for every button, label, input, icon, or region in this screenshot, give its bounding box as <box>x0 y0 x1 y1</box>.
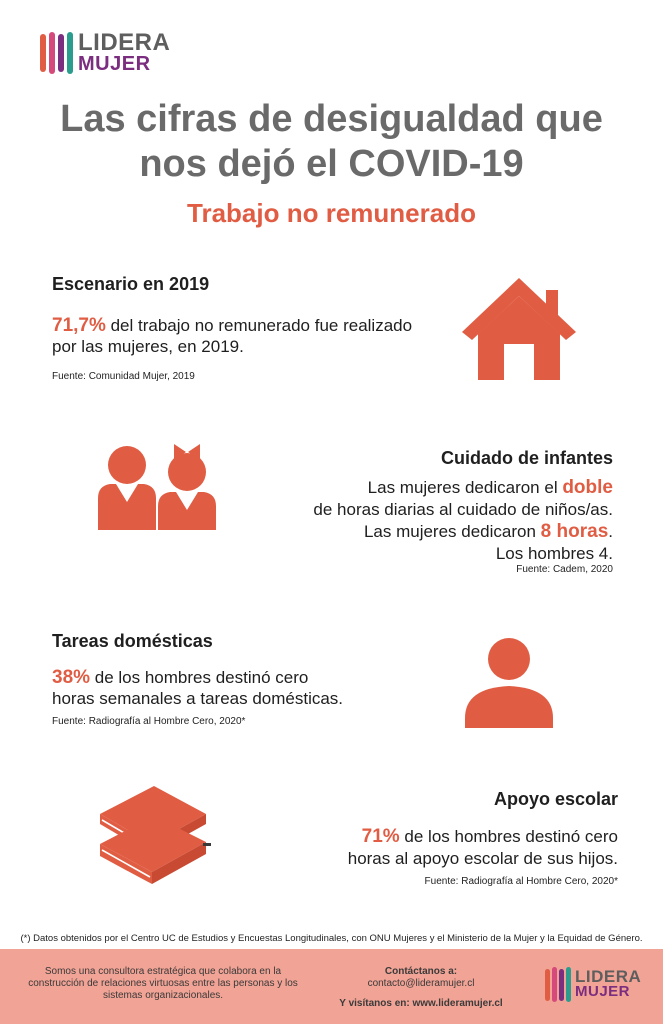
logo-line1: LIDERA <box>78 29 171 57</box>
escenario-source: Fuente: Comunidad Mujer, 2019 <box>52 371 195 382</box>
footer-contact-label: Contáctanos a: <box>384 966 458 977</box>
cuidado-highlight-horas: 8 horas <box>540 521 609 542</box>
house-icon <box>462 278 576 380</box>
brand-logo: LIDERA MUJER <box>40 29 171 75</box>
escenario-title: Escenario en 2019 <box>52 274 210 294</box>
tareas-text: 38% de los hombres destinó cero horas se… <box>52 667 432 709</box>
cuidado-line3-b: . <box>608 522 613 541</box>
person-icon <box>465 638 553 728</box>
cuidado-line2: de horas diarias al cuidado de niños/as. <box>313 500 613 519</box>
escenario-highlight: 71,7% <box>52 315 106 336</box>
cuidado-line4: Los hombres 4. <box>495 544 613 563</box>
cuidado-line1-a: Las mujeres dedicaron el <box>367 478 563 497</box>
tareas-highlight: 38% <box>52 667 91 688</box>
apoyo-text: 71% de los hombres destinó cero horas al… <box>218 826 618 870</box>
tareas-text-a: de los hombres destinó cero <box>90 668 309 687</box>
books-icon <box>100 786 211 884</box>
cuidado-line3-a: Las mujeres dedicaron <box>363 522 541 541</box>
apoyo-source: Fuente: Radiografía al Hombre Cero, 2020… <box>424 876 618 887</box>
apoyo-highlight: 71% <box>361 826 400 847</box>
footer-logo-line1: LIDERA <box>575 967 642 987</box>
escenario-text-a: del trabajo no remunerado fue realizado <box>105 316 413 335</box>
footer-contact-email[interactable]: contacto@lideramujer.cl <box>367 978 475 989</box>
footer-brand-logo: LIDERA MUJER <box>545 967 641 1002</box>
footer-visit-link[interactable]: Y visítanos en: www.lideramujer.cl <box>339 998 503 1009</box>
escenario-text-b: por las mujeres, en 2019. <box>52 337 244 356</box>
children-icon <box>98 444 216 530</box>
title-line1: Las cifras de desigualdad que <box>60 98 603 140</box>
page-title: Las cifras de desigualdad que nos dejó e… <box>0 97 663 187</box>
footer-about: Somos una consultora estratégica que col… <box>28 966 298 1001</box>
title-line2: nos dejó el COVID-19 <box>139 143 524 185</box>
cuidado-text: Las mujeres dedicaron el doble de horas … <box>213 477 613 565</box>
tareas-source: Fuente: Radiografía al Hombre Cero, 2020… <box>52 716 246 727</box>
page-subtitle: Trabajo no remunerado <box>187 198 476 228</box>
footer-logo-bars-icon <box>545 967 571 1002</box>
apoyo-title: Apoyo escolar <box>493 789 618 809</box>
logo-line2: MUJER <box>78 52 151 75</box>
tareas-title: Tareas domésticas <box>52 631 213 651</box>
cuidado-highlight-doble: doble <box>562 477 613 498</box>
footer-logo-line2: MUJER <box>575 983 631 1001</box>
tareas-text-b: horas semanales a tareas domésticas. <box>52 689 344 708</box>
cuidado-title: Cuidado de infantes <box>440 448 613 468</box>
cuidado-source: Fuente: Cadem, 2020 <box>516 564 613 575</box>
escenario-text: 71,7% del trabajo no remunerado fue real… <box>52 315 432 357</box>
footer: Somos una consultora estratégica que col… <box>0 949 663 1024</box>
logo-bars-icon <box>40 32 73 74</box>
apoyo-text-b: horas al apoyo escolar de sus hijos. <box>347 849 618 868</box>
footnote: (*) Datos obtenidos por el Centro UC de … <box>20 933 643 944</box>
apoyo-text-a: de los hombres destinó cero <box>399 827 618 846</box>
footer-contact: Contáctanos a: contacto@lideramujer.cl Y… <box>326 966 516 1010</box>
